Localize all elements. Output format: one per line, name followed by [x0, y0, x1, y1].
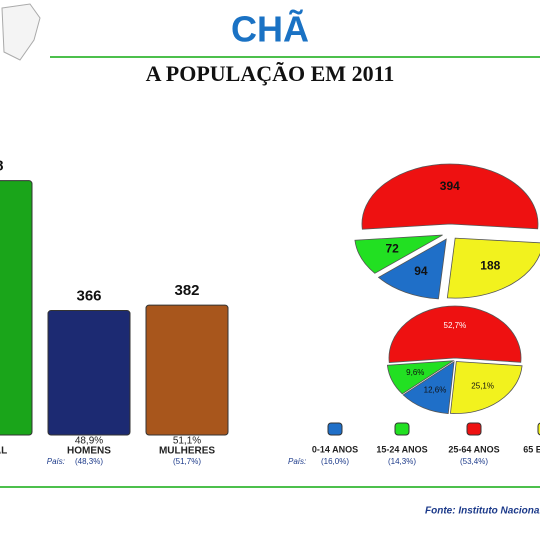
legend-swatch: [327, 422, 343, 436]
category-label: HOMENS: [67, 446, 111, 457]
slice-label: 188: [480, 259, 500, 273]
pie-slice: [377, 238, 447, 300]
country-share: (16,0%): [321, 457, 349, 466]
slice-label: 394: [440, 179, 460, 193]
country-share: (14,3%): [388, 457, 416, 466]
category-label: TOTAL: [0, 446, 7, 457]
country-label: País:: [47, 457, 65, 466]
bar: [47, 310, 131, 436]
share-label: 51,1%: [173, 436, 201, 447]
pie-slice: [354, 234, 443, 274]
country-label: País:: [288, 457, 306, 466]
legend-label: 0-14 ANOS: [312, 444, 358, 454]
share-label: 48,9%: [75, 436, 103, 447]
slice-label: 72: [385, 241, 399, 255]
bar: [0, 180, 33, 436]
value-label: 748: [0, 158, 4, 175]
pie-slice: [402, 360, 455, 414]
slice-label: 9,6%: [406, 368, 424, 377]
bar: [145, 304, 229, 436]
legend-swatch: [394, 422, 410, 436]
pie-slice: [449, 361, 523, 414]
legend-label: 65 E MAIS: [523, 444, 540, 454]
subtitle: A POPULAÇÃO EM 2011: [146, 61, 395, 86]
pie-slice: [386, 360, 455, 395]
country-share: (48,3%): [75, 457, 103, 466]
slice-label: 12,6%: [424, 385, 447, 394]
map-icon: [1, 3, 41, 61]
country-share: (53,4%): [460, 457, 488, 466]
legend-label: 15-24 ANOS: [376, 444, 427, 454]
value-label: 382: [174, 282, 199, 299]
slice-label: 25,1%: [471, 381, 494, 390]
legend-label: 25-64 ANOS: [448, 444, 499, 454]
title: CHÃ: [231, 8, 309, 50]
category-label: MULHERES: [159, 446, 215, 457]
source: Fonte: Instituto Nacional de Estatística: [425, 506, 540, 517]
country-share: (51,7%): [173, 457, 201, 466]
slice-label: 94: [414, 264, 428, 278]
slice-label: 52,7%: [444, 321, 467, 330]
value-label: 366: [76, 288, 101, 305]
legend-swatch: [466, 422, 482, 436]
pie-slice: [446, 237, 540, 299]
pie-slice: [361, 163, 539, 230]
pie-slice: [388, 305, 522, 363]
